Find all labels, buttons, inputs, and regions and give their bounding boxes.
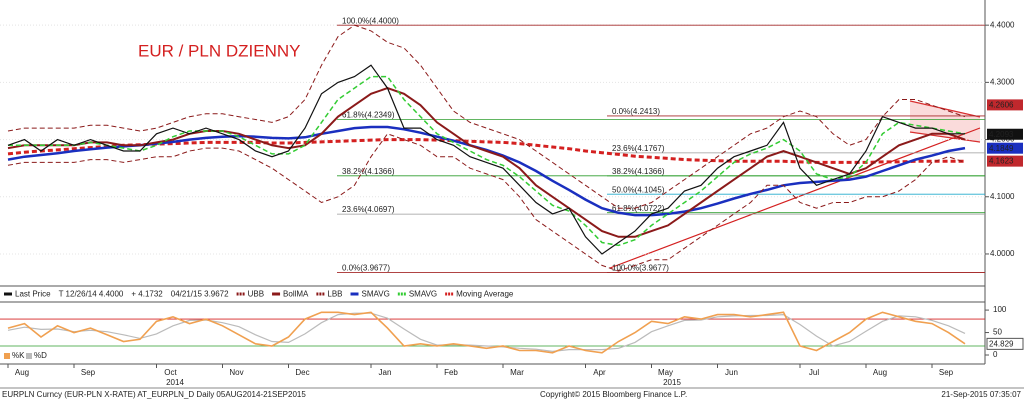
legend-label: %D [34,351,47,360]
y-tick-label: 100 [993,305,1007,314]
chart-title: EUR / PLN DZIENNY [138,41,300,60]
legend-label: LBB [327,290,342,299]
year-label: 2015 [663,378,681,387]
series-line [7,133,966,272]
legend-label: %K [12,351,25,360]
fib-label: 100.0%(3.9677) [612,264,669,273]
legend-label: 04/21/15 3.9672 [171,290,229,299]
trend-line [909,131,981,143]
footer-left: EURPLN Curncy (EUR-PLN X-RATE) AT_EURPLN… [2,390,306,399]
y-tick-label: 4.0000 [990,249,1015,258]
trend-line [909,100,981,118]
x-tick-label: Aug [15,368,29,377]
x-tick-label: Jul [809,368,819,377]
fib-label: 38.2%(4.1366) [612,167,665,176]
x-tick-label: Feb [444,368,458,377]
last-value-box [987,128,1023,140]
fib-label: 61.8%(4.2349) [342,111,395,120]
y-tick-label: 0 [993,350,998,359]
x-tick-label: Jun [725,368,738,377]
y-tick-label: 50 [993,328,1002,337]
fib-label: 0.0%(3.9677) [342,264,390,273]
legend-label: SMAVG [362,290,390,299]
stochastic-line [7,311,966,354]
fib-label: 100.0%(4.4000) [342,16,399,25]
legend-swatch [26,353,32,359]
last-value-box [986,337,1024,350]
series-line [7,64,965,255]
x-tick-label: Sep [81,368,96,377]
fib-label: 23.6%(4.0697) [342,205,395,214]
x-tick-label: Dec [295,368,309,377]
y-tick-label: 4.3000 [990,77,1015,86]
last-value-label: 4.2606 [989,101,1014,110]
last-value-box [987,155,1023,167]
x-tick-label: May [658,368,673,377]
x-tick-label: Jan [379,368,392,377]
channel-fill [910,101,980,142]
legend-label: BollMA [283,290,309,299]
legend-label: Moving Average [456,290,514,299]
fib-label: 50.0%(4.1045) [612,185,665,194]
legend-label: SMAVG [409,290,437,299]
x-tick-label: Mar [510,368,524,377]
last-value-box [987,99,1023,111]
footer-center: Copyright© 2015 Bloomberg Finance L.P. [540,390,687,399]
fib-label: 38.2%(4.1366) [342,167,395,176]
footer-right: 21-Sep-2015 07:35:07 [941,390,1021,399]
x-tick-label: Nov [229,368,243,377]
last-value-label: 4.1849 [989,144,1014,153]
fib-label: 61.8%(4.0722) [612,204,665,213]
x-tick-label: Aug [873,368,887,377]
legend-label: Last Price [15,290,51,299]
legend-label: UBB [248,290,264,299]
series-line [7,24,966,209]
fib-label: 23.6%(4.1767) [612,144,665,153]
legend-label: T 12/26/14 4.4000 [59,290,124,299]
series-line [7,125,966,217]
y-tick-label: 4.4000 [990,20,1015,29]
x-tick-label: Sep [939,368,954,377]
x-tick-label: Apr [593,368,606,377]
legend-label: + 4.1732 [131,290,163,299]
last-value-box [987,142,1023,154]
y-tick-label: 4.1000 [990,192,1015,201]
x-tick-label: Oct [164,368,177,377]
series-line [8,75,966,247]
stochastic-line [7,312,966,353]
series-line [7,87,966,238]
legend-swatch [4,353,10,359]
last-value-label: 4.1623 [989,157,1014,166]
fib-label: 0.0%(4.2413) [612,107,660,116]
year-label: 2014 [166,378,184,387]
last-value-label: 4.2093 [989,130,1014,139]
last-value-label: 24.829 [989,339,1014,348]
